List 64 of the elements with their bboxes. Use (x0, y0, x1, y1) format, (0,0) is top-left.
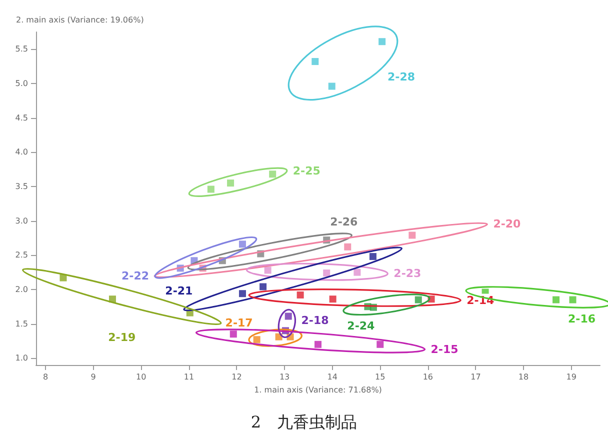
point (296, 291, 304, 298)
point (227, 180, 234, 187)
x-axis-title: 1. main axis (Variance: 71.68%) (254, 385, 382, 394)
point (344, 243, 352, 250)
point (328, 82, 336, 90)
y-tick-label: 5.5 (15, 44, 28, 54)
text: 2-21 (165, 284, 193, 298)
point (230, 330, 237, 338)
series-label: 2-26 (330, 215, 358, 228)
y-tick-label: 2.0 (15, 284, 28, 294)
point (260, 283, 267, 290)
y-tick-label: 1.0 (15, 354, 28, 363)
point (253, 336, 260, 344)
text: 2-20 (493, 218, 522, 231)
point (552, 296, 560, 304)
x-tick-label: 9 (90, 372, 96, 382)
text: 2-28 (387, 70, 416, 84)
x-tick-label: 12 (232, 372, 242, 382)
x-tick-label: 17 (470, 372, 481, 382)
y-tick-label: 3.5 (15, 182, 28, 191)
point (354, 268, 361, 276)
text: 2 九香虫制品 (250, 412, 358, 432)
point (408, 232, 416, 239)
x-tick-label: 16 (422, 372, 434, 382)
series-label: 2-24 (347, 320, 376, 333)
point (269, 170, 276, 178)
point (378, 38, 386, 46)
point (376, 340, 384, 348)
y-tick-label: 4.5 (15, 113, 28, 122)
x-tick-label: 11 (184, 372, 194, 382)
text: 2-22 (121, 270, 150, 283)
x-tick-label: 13 (279, 372, 290, 382)
point (60, 274, 67, 282)
point (329, 296, 336, 303)
series-label: 2-25 (292, 164, 320, 178)
x-tick-label: 10 (136, 372, 146, 382)
point (207, 186, 214, 193)
x-tick-label: 14 (327, 372, 338, 382)
point (264, 266, 272, 274)
x-tick-label: 8 (43, 372, 48, 382)
x-tick-label: 18 (518, 372, 529, 382)
series-label: 2-18 (301, 314, 329, 328)
y-tick-label: 2.5 (15, 250, 28, 260)
y-tick-label: 1.5 (15, 319, 28, 328)
y-tick-label: 4.0 (15, 148, 28, 157)
text: 2-23 (394, 267, 422, 280)
point (323, 269, 330, 276)
point (284, 312, 292, 320)
point (312, 58, 319, 66)
point (238, 240, 246, 248)
point (238, 290, 246, 298)
series-label: 2-16 (568, 312, 596, 326)
point (314, 340, 322, 348)
text: 2-19 (108, 331, 136, 344)
y-tick-label: 3.0 (15, 216, 28, 226)
point (569, 296, 576, 304)
x-tick-label: 15 (375, 372, 386, 382)
x-tick-label: 19 (566, 372, 576, 382)
y-axis-title: 2. main axis (Variance: 19.06%) (16, 16, 144, 24)
series-label: 2-17 (225, 316, 253, 330)
text: 2-15 (430, 342, 458, 356)
y-tick-label: 5.0 (15, 78, 28, 88)
point (369, 253, 376, 260)
point (414, 296, 422, 304)
